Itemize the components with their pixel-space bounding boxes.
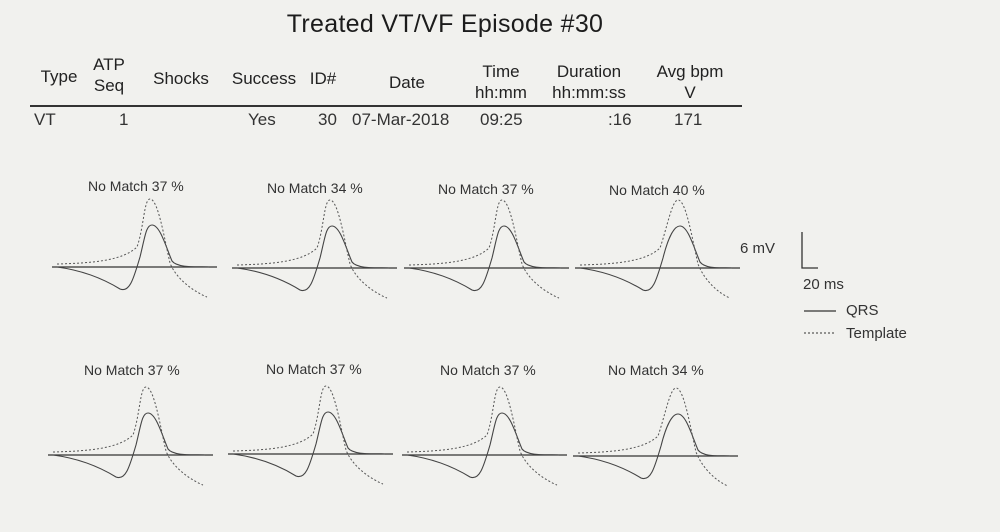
cell-type: VT <box>34 110 56 129</box>
template-trace <box>56 198 208 298</box>
match-label: No Match 37 % <box>266 361 362 377</box>
header-success: Success <box>231 69 297 88</box>
template-trace <box>232 385 384 485</box>
match-label: No Match 34 % <box>267 180 363 196</box>
match-label: No Match 37 % <box>440 362 536 378</box>
template-trace <box>52 386 204 486</box>
match-label: No Match 34 % <box>608 362 704 378</box>
match-label: No Match 37 % <box>84 362 180 378</box>
template-trace <box>406 386 558 486</box>
header-time: Time hh:mm <box>475 62 527 102</box>
cell-time: 09:25 <box>480 110 523 129</box>
scale-time-label: 20 ms <box>803 276 844 293</box>
legend-qrs-label: QRS <box>846 302 879 319</box>
cell-avg-bpm: 171 <box>674 110 703 129</box>
cell-id: 30 <box>318 110 337 129</box>
qrs-trace <box>577 413 731 480</box>
qrs-trace <box>52 412 206 479</box>
template-trace <box>577 387 729 487</box>
qrs-trace <box>408 225 562 292</box>
header-id: ID# <box>309 69 337 88</box>
header-duration: Duration hh:mm:ss <box>552 62 626 102</box>
header-type: Type <box>40 67 78 86</box>
scale-bar <box>801 232 818 269</box>
match-label: No Match 37 % <box>88 178 184 194</box>
cell-date: 07-Mar-2018 <box>352 110 450 129</box>
header-avg-bpm: Avg bpm V <box>656 62 724 102</box>
scale-voltage-label: 6 mV <box>740 240 776 257</box>
header-rule <box>30 105 742 107</box>
qrs-trace <box>406 412 560 479</box>
header-shocks: Shocks <box>153 69 209 88</box>
header-atp-seq: ATP Seq <box>93 55 125 95</box>
header-date: Date <box>389 73 425 92</box>
page-title: Treated VT/VF Episode #30 <box>286 10 604 38</box>
cell-duration: :16 <box>608 110 632 129</box>
match-label: No Match 37 % <box>438 181 534 197</box>
qrs-trace <box>579 225 733 292</box>
cell-atp-seq: 1 <box>119 110 129 129</box>
qrs-trace <box>56 224 210 291</box>
template-trace <box>236 199 388 299</box>
template-trace <box>579 199 731 299</box>
qrs-trace <box>236 225 390 292</box>
qrs-trace <box>232 411 386 478</box>
template-trace <box>408 199 560 299</box>
legend-template-label: Template <box>846 325 907 342</box>
match-label: No Match 40 % <box>609 182 705 198</box>
cell-success: Yes <box>248 110 276 129</box>
